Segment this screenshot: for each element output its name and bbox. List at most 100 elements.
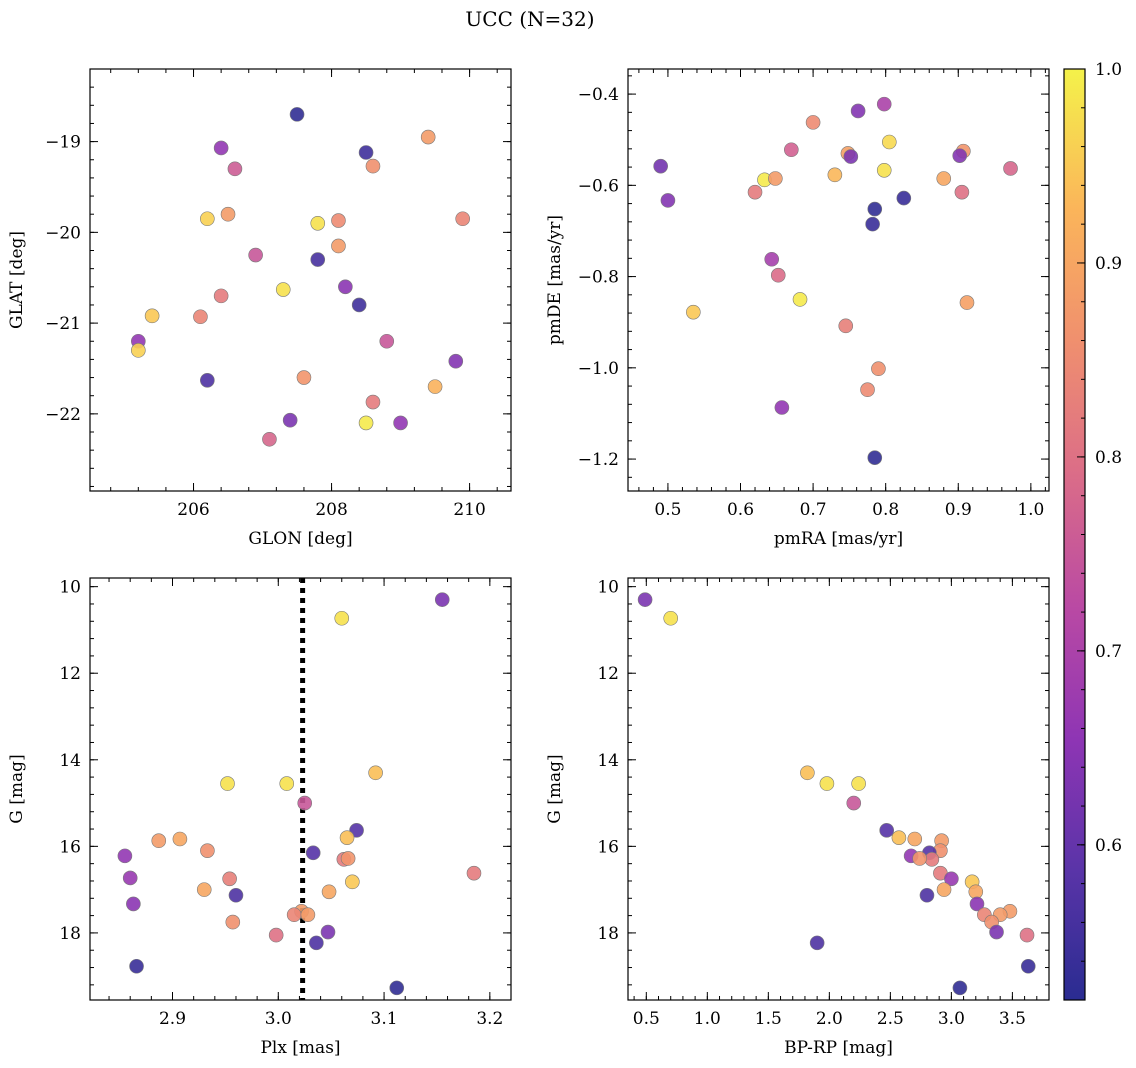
scatter-point	[1019, 927, 1035, 943]
y-axis-label: pmDE [mas/yr]	[545, 215, 565, 345]
scatter-point	[320, 924, 336, 940]
scatter-point	[871, 361, 886, 377]
x-tick-label: 3.5	[999, 1009, 1026, 1029]
scatter-point	[358, 145, 374, 160]
scatter-point	[144, 308, 160, 324]
colorbar-tick-label: 1.0	[1095, 60, 1122, 80]
panel-color-magnitude: 0.5 1.0 1.5 2.0 2.5 3.0 3.5 10 12 14 16 18 BP-RP [ma…	[545, 577, 1050, 1058]
scatter-point	[220, 206, 236, 222]
scatter-point	[420, 129, 436, 145]
scatter-point	[151, 833, 167, 849]
scatter-point	[876, 96, 892, 112]
scatter-point	[193, 309, 208, 325]
scatter-point	[345, 874, 360, 890]
x-tick-label: 210	[453, 500, 485, 520]
scatter-point	[358, 415, 374, 431]
scatter-point	[896, 190, 912, 206]
scatter-point	[827, 167, 843, 183]
scatter-point	[637, 592, 653, 607]
scatter-point	[851, 776, 866, 791]
scatter-point	[846, 795, 862, 811]
scatter-point	[309, 935, 324, 951]
scatter-point	[882, 134, 897, 150]
scatter-point	[196, 882, 212, 897]
scatter-point	[331, 213, 346, 228]
x-tick-label: 3.1	[371, 1009, 398, 1029]
scatter-point	[959, 295, 975, 310]
scatter-point	[126, 896, 141, 912]
scatter-point	[764, 251, 780, 267]
y-tick-label: 18	[59, 924, 81, 944]
scatter-point	[286, 907, 302, 923]
scatter-point	[924, 852, 940, 867]
scatter-point	[365, 394, 381, 410]
scatter-point	[368, 765, 383, 781]
scatter-point	[907, 831, 923, 847]
scatter-point	[867, 450, 883, 465]
y-tick-label: 14	[597, 751, 619, 771]
scatter-point	[248, 247, 263, 263]
scatter-point	[768, 171, 783, 186]
scatter-point	[282, 412, 298, 428]
scatter-point	[200, 843, 215, 858]
panel-parallax-magnitude: 2.9 3.0 3.1 3.2 10 12 14 16 18 Plx [mas] G [mag]	[7, 577, 512, 1058]
scatter-point	[365, 158, 381, 174]
y-tick-label: −1.0	[578, 359, 619, 379]
colorbar-tick-label: 0.8	[1095, 448, 1122, 468]
plot-frame	[89, 68, 512, 492]
scatter-point	[225, 914, 241, 930]
scatter-point	[686, 304, 701, 320]
x-tick-label: 1.0	[1017, 500, 1044, 520]
y-tick-label: −0.4	[578, 85, 619, 105]
scatter-point	[393, 415, 408, 431]
colorbar-tick-label: 0.9	[1095, 254, 1122, 274]
scatter-point	[774, 400, 790, 415]
scatter-point	[297, 795, 313, 811]
y-axis-label: G [mag]	[545, 754, 565, 823]
scatter-point	[379, 333, 395, 349]
x-tick-label: 2.5	[877, 1009, 904, 1029]
y-tick-label: 18	[597, 924, 619, 944]
y-tick-label: 14	[59, 751, 81, 771]
x-axis-label: pmRA [mas/yr]	[774, 529, 903, 549]
y-tick-label: 12	[597, 664, 619, 684]
scatter-point	[310, 252, 326, 267]
scatter-point	[213, 288, 229, 304]
scatter-point	[865, 216, 880, 232]
scatter-point	[944, 871, 959, 887]
y-tick-label: 16	[59, 837, 81, 857]
scatter-point	[200, 211, 215, 227]
scatter-point	[968, 884, 984, 900]
scatter-point	[747, 184, 763, 200]
scatter-point	[389, 980, 405, 996]
y-axis-label: G [mag]	[7, 754, 27, 823]
x-tick-label: 3.0	[938, 1009, 965, 1029]
y-tick-label: −20	[45, 223, 81, 243]
scatter-point	[448, 353, 464, 369]
scatter-point	[131, 343, 146, 358]
y-tick-label: −0.6	[578, 176, 619, 196]
scatter-point	[850, 103, 866, 119]
x-axis-label: BP-RP [mag]	[784, 1038, 893, 1058]
scatter-point	[172, 831, 188, 847]
scatter-point	[867, 201, 883, 217]
scatter-point	[784, 142, 799, 158]
x-tick-label: 208	[315, 500, 347, 520]
scatter-point	[989, 924, 1004, 940]
scatter-point	[969, 896, 985, 912]
scatter-point	[338, 279, 353, 295]
x-tick-label: 0.7	[800, 500, 827, 520]
scatter-point	[660, 193, 676, 208]
x-tick-label: 1.5	[755, 1009, 782, 1029]
x-tick-label: 2.0	[816, 1009, 843, 1029]
scatter-point	[805, 115, 821, 130]
x-tick-label: 0.6	[727, 500, 754, 520]
scatter-point	[289, 107, 305, 122]
y-tick-label: −19	[45, 133, 81, 153]
scatter-point	[919, 887, 935, 903]
scatter-point	[200, 372, 215, 388]
x-tick-label: 1.0	[694, 1009, 721, 1029]
scatter-point	[117, 848, 133, 864]
scatter-panels: 206 208 210 −19 −20 −21 −22 GLON [deg] GLAT [deg…	[7, 68, 1050, 1058]
